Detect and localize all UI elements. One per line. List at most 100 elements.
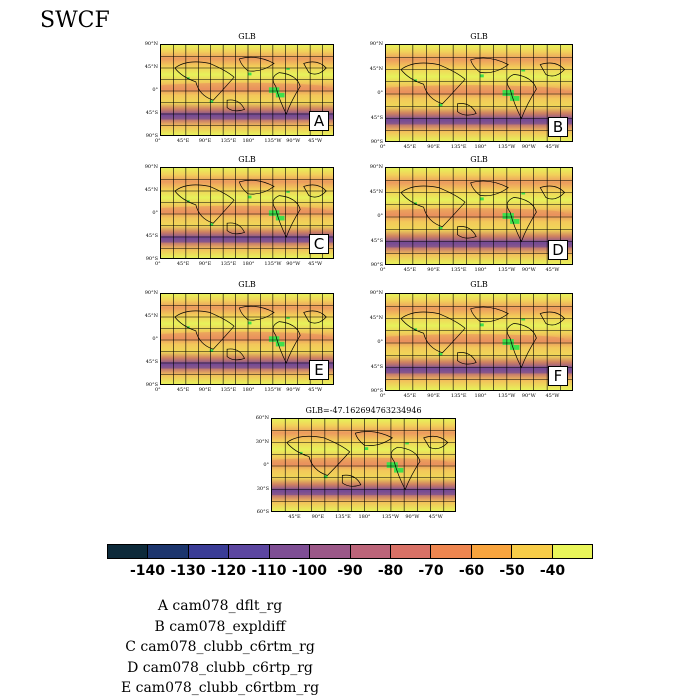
panel-letter: A: [309, 111, 329, 131]
lat-tick-label: 0°: [152, 336, 158, 342]
legend-entry: E cam078_clubb_c6rtbm_rg: [120, 680, 320, 696]
lon-tick-label: 90°W: [286, 261, 301, 267]
lon-tick-label: 180°: [358, 514, 371, 520]
lon-tick-label: 90°E: [311, 514, 325, 520]
green-patch: [187, 326, 190, 329]
lat-tick-label: 0°: [377, 90, 383, 96]
green-patch: [286, 191, 290, 193]
lat-tick-label: 0°: [377, 339, 383, 345]
lat-tick-label: 45°S: [370, 363, 383, 370]
colorbar-segment: [390, 545, 432, 558]
colorbar-label: -90: [337, 563, 363, 579]
green-patch: [394, 467, 404, 473]
panel-letter: C: [309, 234, 329, 254]
colorbar-label: -40: [539, 563, 566, 579]
green-patch: [364, 447, 369, 451]
lon-tick-label: 45°W: [545, 267, 560, 273]
green-patch: [209, 223, 214, 226]
coastline: [457, 103, 477, 116]
lon-tick-label: 135°E: [450, 144, 467, 150]
lon-tick-label: 90°E: [198, 261, 212, 267]
lon-tick-label: 90°W: [286, 138, 301, 144]
lat-tick-label: 30°N: [255, 438, 269, 445]
lon-tick-label: 135°W: [498, 267, 516, 273]
lon-tick-label: 45°E: [403, 267, 417, 273]
coastline: [174, 184, 235, 224]
green-patch: [268, 87, 280, 93]
lat-tick-label: 90°N: [369, 41, 383, 47]
lon-tick-label: 90°W: [286, 387, 301, 393]
lon-tick-label: 0°: [155, 387, 161, 393]
coastline: [354, 431, 393, 446]
panel-letter: D: [548, 240, 568, 260]
lon-tick-label: 0°: [380, 267, 386, 273]
lon-tick-label: 180°: [474, 267, 487, 273]
green-patch: [510, 218, 520, 224]
lat-tick-label: 60°N: [255, 415, 269, 421]
map-overlay: [161, 294, 333, 384]
colorbar-segment: [269, 545, 311, 558]
lat-tick-label: 45°S: [145, 110, 158, 116]
green-patch: [268, 210, 280, 216]
lon-tick-label: 45°W: [308, 261, 323, 267]
lon-tick-label: 135°W: [264, 138, 282, 144]
lon-tick-label: 90°E: [427, 267, 440, 273]
coastline: [174, 61, 235, 101]
lon-tick-label: 90°E: [198, 138, 212, 144]
colorbar-segment: [188, 545, 230, 558]
map-overlay: [161, 45, 333, 135]
lat-tick-label: 90°N: [144, 290, 158, 296]
green-patch: [275, 92, 285, 98]
green-patch: [275, 215, 285, 221]
green-patch: [438, 103, 443, 107]
lat-tick-label: 60°S: [256, 509, 269, 515]
legend-entry: A cam078_dflt_rg: [157, 598, 283, 614]
green-patch: [286, 317, 290, 319]
lon-tick-label: 135°E: [220, 261, 237, 267]
coastline: [226, 348, 245, 361]
swcf-map: B: [385, 44, 573, 142]
lon-tick-label: 90°W: [521, 393, 536, 399]
panel-title: GLB: [238, 280, 256, 289]
lat-tick-label: 90°S: [370, 388, 383, 394]
lon-tick-label: 135°W: [264, 261, 282, 267]
lon-tick-label: 90°E: [427, 144, 440, 150]
coastline: [238, 179, 275, 195]
lon-tick-label: 0°: [380, 144, 386, 150]
colorbar-label: -100: [291, 563, 328, 579]
lat-tick-label: 90°N: [144, 41, 158, 47]
green-patch: [187, 200, 190, 203]
colorbar-label: -120: [210, 563, 247, 579]
lon-tick-label: 0°: [155, 138, 161, 144]
colorbar: [107, 544, 593, 559]
green-patch: [286, 68, 290, 70]
green-patch: [521, 318, 526, 321]
coastline: [238, 56, 275, 72]
green-patch: [480, 197, 484, 201]
coastline: [400, 62, 466, 105]
lat-tick-label: 90°N: [369, 164, 383, 170]
colorbar-label: -50: [499, 563, 525, 579]
legend-entry: B cam078_expldiff: [154, 618, 286, 635]
lon-tick-label: 45°W: [308, 138, 323, 144]
panel-title: GLB: [470, 32, 488, 41]
lat-tick-label: 45°N: [369, 314, 383, 321]
green-patch: [414, 328, 418, 331]
green-patch: [438, 352, 443, 356]
lon-tick-label: 90°E: [198, 387, 212, 393]
lon-tick-label: 180°: [474, 393, 487, 399]
panel-letter: F: [548, 366, 568, 386]
colorbar-segment: [552, 545, 593, 558]
lat-tick-label: 90°S: [145, 133, 158, 139]
green-patch: [414, 79, 418, 82]
green-patch: [405, 442, 409, 445]
lon-tick-label: 90°E: [427, 393, 440, 399]
green-patch: [480, 323, 484, 327]
colorbar-label: -130: [170, 563, 206, 579]
colorbar-segment: [229, 545, 270, 558]
lat-tick-label: 0°: [263, 462, 269, 468]
lat-tick-label: 0°: [377, 213, 383, 219]
map-overlay: [386, 294, 572, 390]
lon-tick-label: 135°E: [450, 267, 467, 273]
lon-tick-label: 180°: [242, 261, 255, 267]
